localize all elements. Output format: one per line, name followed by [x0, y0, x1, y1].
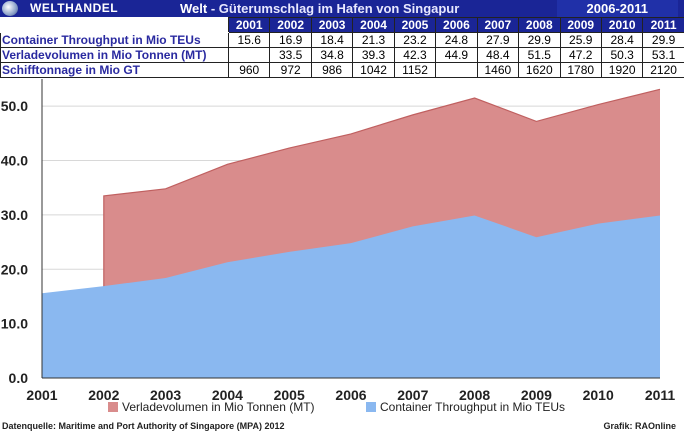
table-cell: 1460: [476, 62, 520, 78]
x-tick-label: 2007: [397, 387, 428, 403]
globe-icon: [2, 1, 18, 16]
table-cell: 25.9: [559, 32, 602, 48]
table-cell: 21.3: [352, 32, 395, 48]
table-cell: 1042: [352, 62, 395, 78]
y-tick-label: 0.0: [9, 370, 29, 386]
y-tick-label: 30.0: [1, 207, 28, 223]
y-tick-label: 50.0: [1, 98, 28, 114]
table-cell: 1780: [559, 62, 602, 78]
year-header: 2003: [310, 17, 354, 33]
table-cell: 1152: [393, 62, 437, 78]
year-header: 2002: [269, 17, 312, 33]
table-cell: 27.9: [476, 32, 520, 48]
table-cell: 48.4: [476, 47, 520, 63]
area-chart: 0.0 10.0 20.0 30.0 40.0 50.0 2001 2002 2003 2004 2…: [1, 79, 676, 414]
table-cell: 50.3: [600, 47, 644, 63]
year-header: 2008: [518, 17, 561, 33]
year-header: 2004: [352, 17, 395, 33]
legend-label: Verladevolumen in Mio Tonnen (MT): [122, 400, 315, 414]
table-cell: 1920: [600, 62, 644, 78]
x-tick-label: 2002: [88, 387, 119, 403]
table-cell: 972: [269, 62, 312, 78]
x-tick-label: 2008: [459, 387, 490, 403]
x-tick-label: 2005: [274, 387, 305, 403]
data-source: Datenquelle: Maritime and Port Authority…: [2, 421, 285, 431]
table-cell: 29.9: [642, 32, 684, 48]
table-cell: 986: [310, 62, 354, 78]
row-label: Schifftonnage in Mio GT: [0, 62, 229, 78]
x-tick-label: 2006: [335, 387, 366, 403]
x-tick-label: 2001: [26, 387, 57, 403]
table-row: Schifftonnage in Mio GT 960 972 986 1042…: [0, 62, 684, 78]
row-label: Container Throughput in Mio TEUs: [0, 32, 229, 48]
table-cell: 28.4: [600, 32, 644, 48]
x-tick-label: 2003: [150, 387, 181, 403]
legend-swatch: [108, 402, 118, 412]
table-cell: 16.9: [269, 32, 312, 48]
brand-label: WELTHANDEL: [30, 1, 119, 15]
table-row: Container Throughput in Mio TEUs 15.6 16…: [0, 32, 684, 48]
table-cell: 51.5: [518, 47, 561, 63]
table-cell: 18.4: [310, 32, 354, 48]
x-tick-label: 2009: [521, 387, 552, 403]
chart-title: Welt - Güterumschlag im Hafen von Singap…: [180, 0, 459, 17]
table-cell: 24.8: [435, 32, 478, 48]
table-corner: [0, 17, 229, 33]
year-header: 2007: [476, 17, 520, 33]
table-cell: 44.9: [435, 47, 478, 63]
table-cell: [227, 47, 271, 63]
year-header: 2011: [642, 17, 684, 33]
table-cell: 1620: [518, 62, 561, 78]
year-header: 2009: [559, 17, 602, 33]
table-header-row: 2001 2002 2003 2004 2005 2006 2007 2008 …: [0, 17, 684, 33]
x-tick-label: 2011: [645, 387, 676, 403]
table-cell: [435, 62, 478, 78]
legend-swatch: [366, 402, 376, 412]
y-tick-label: 40.0: [1, 153, 28, 169]
x-tick-label: 2004: [212, 387, 243, 403]
title-sub: - Güterumschlag im Hafen von Singapur: [207, 1, 460, 16]
year-header: 2001: [227, 17, 271, 33]
y-tick-label: 20.0: [1, 261, 28, 277]
table-cell: 23.2: [393, 32, 437, 48]
table-cell: 33.5: [269, 47, 312, 63]
title-main: Welt: [180, 1, 208, 16]
table-row: Verladevolumen in Mio Tonnen (MT) 33.5 3…: [0, 47, 684, 63]
table-cell: 2120: [642, 62, 684, 78]
table-cell: 29.9: [518, 32, 561, 48]
year-header: 2006: [435, 17, 478, 33]
area-series: [42, 215, 660, 378]
y-tick-label: 10.0: [1, 316, 28, 332]
series-line: [103, 88, 661, 378]
table-cell: 42.3: [393, 47, 437, 63]
year-header: 2005: [393, 17, 437, 33]
table-cell: 47.2: [559, 47, 602, 63]
table-cell: 960: [227, 62, 271, 78]
graphic-credit: Grafik: RAOnline: [603, 421, 676, 431]
table-cell: 53.1: [642, 47, 684, 63]
header-bar: WELTHANDEL Welt - Güterumschlag im Hafen…: [0, 0, 684, 17]
x-tick-label: 2010: [583, 387, 614, 403]
table-cell: 39.3: [352, 47, 395, 63]
data-table: 2001 2002 2003 2004 2005 2006 2007 2008 …: [0, 17, 684, 78]
period-label: 2006-2011: [556, 0, 678, 17]
table-cell: 34.8: [310, 47, 354, 63]
year-header: 2010: [600, 17, 644, 33]
table-cell: 15.6: [227, 32, 271, 48]
row-label: Verladevolumen in Mio Tonnen (MT): [0, 47, 229, 63]
legend-label: Container Throughput in Mio TEUs: [380, 400, 565, 414]
